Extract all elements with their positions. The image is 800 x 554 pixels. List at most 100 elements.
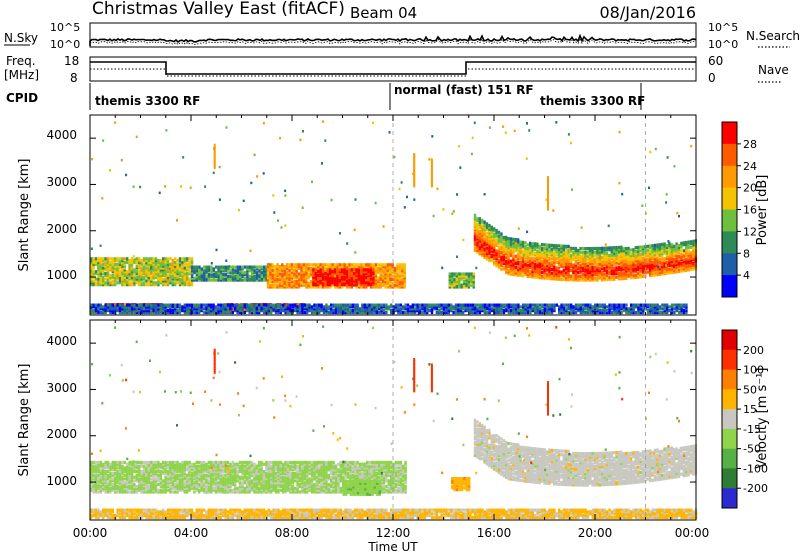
- data-cell: [362, 279, 365, 283]
- data-cell: [562, 244, 565, 248]
- data-cell: [409, 309, 412, 313]
- data-cell: [166, 259, 170, 263]
- data-cell: [369, 265, 373, 269]
- data-cell: [90, 464, 93, 468]
- data-cell: [186, 283, 189, 287]
- data-cell: [402, 305, 405, 309]
- data-cell: [271, 263, 274, 267]
- data-cell: [389, 279, 392, 284]
- data-cell: [493, 229, 496, 233]
- data-cell: [529, 305, 532, 309]
- data-cell: [579, 263, 582, 267]
- data-cell: [637, 251, 640, 255]
- data-cell: [460, 283, 463, 287]
- data-cell: [341, 275, 344, 279]
- data-cell: [111, 473, 114, 477]
- data-cell: [363, 303, 366, 307]
- data-cell: [97, 257, 100, 261]
- data-cell: [94, 257, 98, 261]
- data-cell: [274, 307, 278, 311]
- nsky-panel: N.Sky 10^5 10^0 10^5 10^0 N.Search: [4, 21, 800, 51]
- data-cell: [229, 309, 232, 313]
- data-cell: [231, 265, 235, 269]
- data-cell: [300, 279, 303, 284]
- data-cell: [219, 303, 222, 307]
- data-cell: [159, 268, 162, 272]
- data-cell: [358, 309, 362, 313]
- data-cell: [171, 270, 174, 274]
- data-cell: [239, 267, 242, 271]
- data-cell: [613, 305, 616, 309]
- data-cell: [478, 235, 481, 239]
- data-cell: [665, 243, 669, 248]
- data-cell: [152, 273, 155, 277]
- data-cell: [377, 276, 380, 280]
- data-cell: [94, 310, 98, 315]
- data-cell: [467, 281, 471, 285]
- data-cell: [591, 252, 594, 256]
- data-cell: [114, 272, 117, 276]
- data-cell: [658, 254, 661, 258]
- data-cell: [321, 281, 325, 285]
- data-cell: [174, 266, 177, 270]
- data-cell: [360, 268, 363, 272]
- data-cell: [500, 260, 503, 264]
- data-cell: [315, 305, 318, 309]
- data-cell: [560, 255, 563, 259]
- data-cell: [515, 246, 518, 250]
- data-cell: [114, 483, 117, 487]
- data-cell: [493, 244, 496, 248]
- data-cell: [579, 303, 582, 307]
- data-cell: [293, 281, 296, 285]
- data-cell: [381, 276, 385, 280]
- power-scatter: [90, 115, 697, 315]
- power-ytick-3000: 3000: [46, 175, 77, 189]
- data-cell: [300, 263, 303, 267]
- data-cell: [263, 276, 266, 280]
- data-cell: [205, 307, 208, 311]
- data-cell: [123, 281, 126, 285]
- data-cell: [601, 252, 604, 256]
- data-cell: [191, 265, 194, 269]
- data-cell: [169, 307, 172, 311]
- data-cell: [605, 257, 609, 261]
- data-cell: [140, 283, 143, 287]
- data-cell: [687, 264, 690, 268]
- data-cell: [94, 483, 98, 487]
- data-cell: [569, 274, 573, 278]
- data-cell: [186, 268, 189, 272]
- data-cell: [567, 276, 570, 280]
- data-cell: [541, 265, 544, 269]
- data-cell: [668, 262, 671, 266]
- data-cell: [670, 307, 674, 311]
- data-cell: [458, 272, 461, 276]
- data-cell: [350, 285, 354, 289]
- data-cell: [521, 270, 525, 274]
- data-cell: [97, 479, 100, 483]
- data-cell: [135, 277, 138, 281]
- data-cell: [341, 272, 344, 276]
- data-cell: [533, 262, 537, 266]
- data-cell: [128, 264, 131, 268]
- data-cell: [109, 488, 112, 492]
- data-cell: [586, 271, 589, 275]
- data-cell: [217, 307, 220, 311]
- data-cell: [229, 274, 232, 278]
- data-cell: [545, 252, 549, 256]
- data-cell: [329, 279, 332, 283]
- data-cell: [548, 252, 551, 257]
- data-cell: [290, 276, 294, 280]
- data-cell: [336, 279, 339, 283]
- data-cell: [381, 278, 385, 282]
- data-cell: [142, 270, 146, 274]
- data-cell: [621, 192, 624, 196]
- data-cell: [670, 259, 673, 263]
- data-cell: [457, 303, 460, 307]
- data-cell: [481, 242, 484, 247]
- data-cell: [637, 256, 640, 261]
- data-cell: [152, 262, 155, 266]
- data-cell: [326, 277, 329, 281]
- data-cell: [106, 279, 110, 283]
- data-cell: [615, 257, 618, 261]
- data-cell: [302, 274, 306, 278]
